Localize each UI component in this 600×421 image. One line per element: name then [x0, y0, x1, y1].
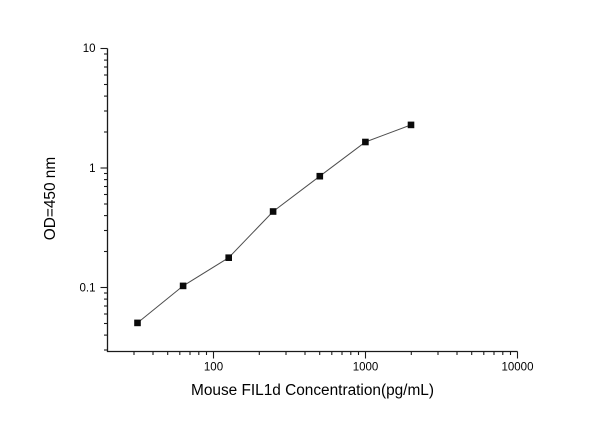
svg-text:10000: 10000: [502, 362, 534, 374]
svg-text:OD=450 nm: OD=450 nm: [42, 157, 59, 240]
svg-text:1000: 1000: [353, 362, 379, 374]
svg-text:1: 1: [89, 163, 95, 175]
svg-text:10: 10: [83, 43, 96, 55]
svg-text:Mouse FIL1d Concentration(pg/m: Mouse FIL1d Concentration(pg/mL): [191, 382, 434, 399]
svg-text:0.1: 0.1: [80, 282, 96, 294]
svg-text:100: 100: [204, 362, 223, 374]
